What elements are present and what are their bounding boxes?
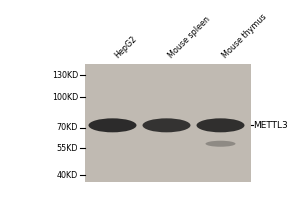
- Ellipse shape: [206, 141, 236, 147]
- Bar: [85, 64, 250, 182]
- Text: 100KD: 100KD: [52, 93, 78, 102]
- Text: Mouse thymus: Mouse thymus: [220, 12, 268, 60]
- Text: METTL3: METTL3: [254, 121, 288, 130]
- Text: 70KD: 70KD: [57, 123, 78, 132]
- Text: 40KD: 40KD: [57, 171, 78, 180]
- Ellipse shape: [88, 118, 136, 132]
- Text: 55KD: 55KD: [56, 144, 78, 153]
- Ellipse shape: [196, 118, 244, 132]
- Text: Mouse spleen: Mouse spleen: [167, 15, 212, 60]
- Text: HepG2: HepG2: [112, 34, 138, 60]
- Text: 130KD: 130KD: [52, 71, 78, 80]
- Ellipse shape: [142, 118, 190, 132]
